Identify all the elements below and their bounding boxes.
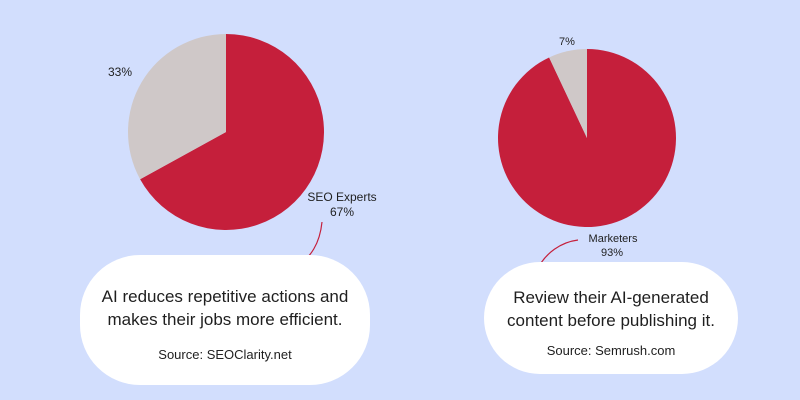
- statement-bubble-seo-experts: AI reduces repetitive actions and makes …: [80, 255, 370, 385]
- pie-slice-other: [127, 34, 226, 180]
- statement-bubble-marketers: Review their AI-generated content before…: [484, 262, 738, 374]
- slice-value-other-right: 7%: [559, 36, 575, 48]
- source-text: Source: Semrush.com: [546, 343, 676, 358]
- slice-label-seo-experts: SEO Experts: [307, 190, 376, 204]
- pie-slice-marketers: [498, 49, 677, 227]
- slice-value-other-left: 33%: [108, 65, 132, 79]
- statement-text: AI reduces repetitive actions and makes …: [101, 287, 349, 329]
- slice-value-marketers: 93%: [601, 247, 623, 259]
- pie-chart-seo-experts: [127, 34, 324, 230]
- slice-label-marketers: Marketers: [589, 233, 638, 245]
- pie-slice-other: [549, 49, 587, 138]
- statement-text: Review their AI-generated content before…: [507, 288, 715, 330]
- slice-value-seo-experts: 67%: [330, 205, 354, 219]
- pie-slice-seo-experts: [140, 34, 324, 230]
- source-text: Source: SEOClarity.net: [158, 347, 292, 362]
- pie-chart-marketers: [498, 49, 677, 227]
